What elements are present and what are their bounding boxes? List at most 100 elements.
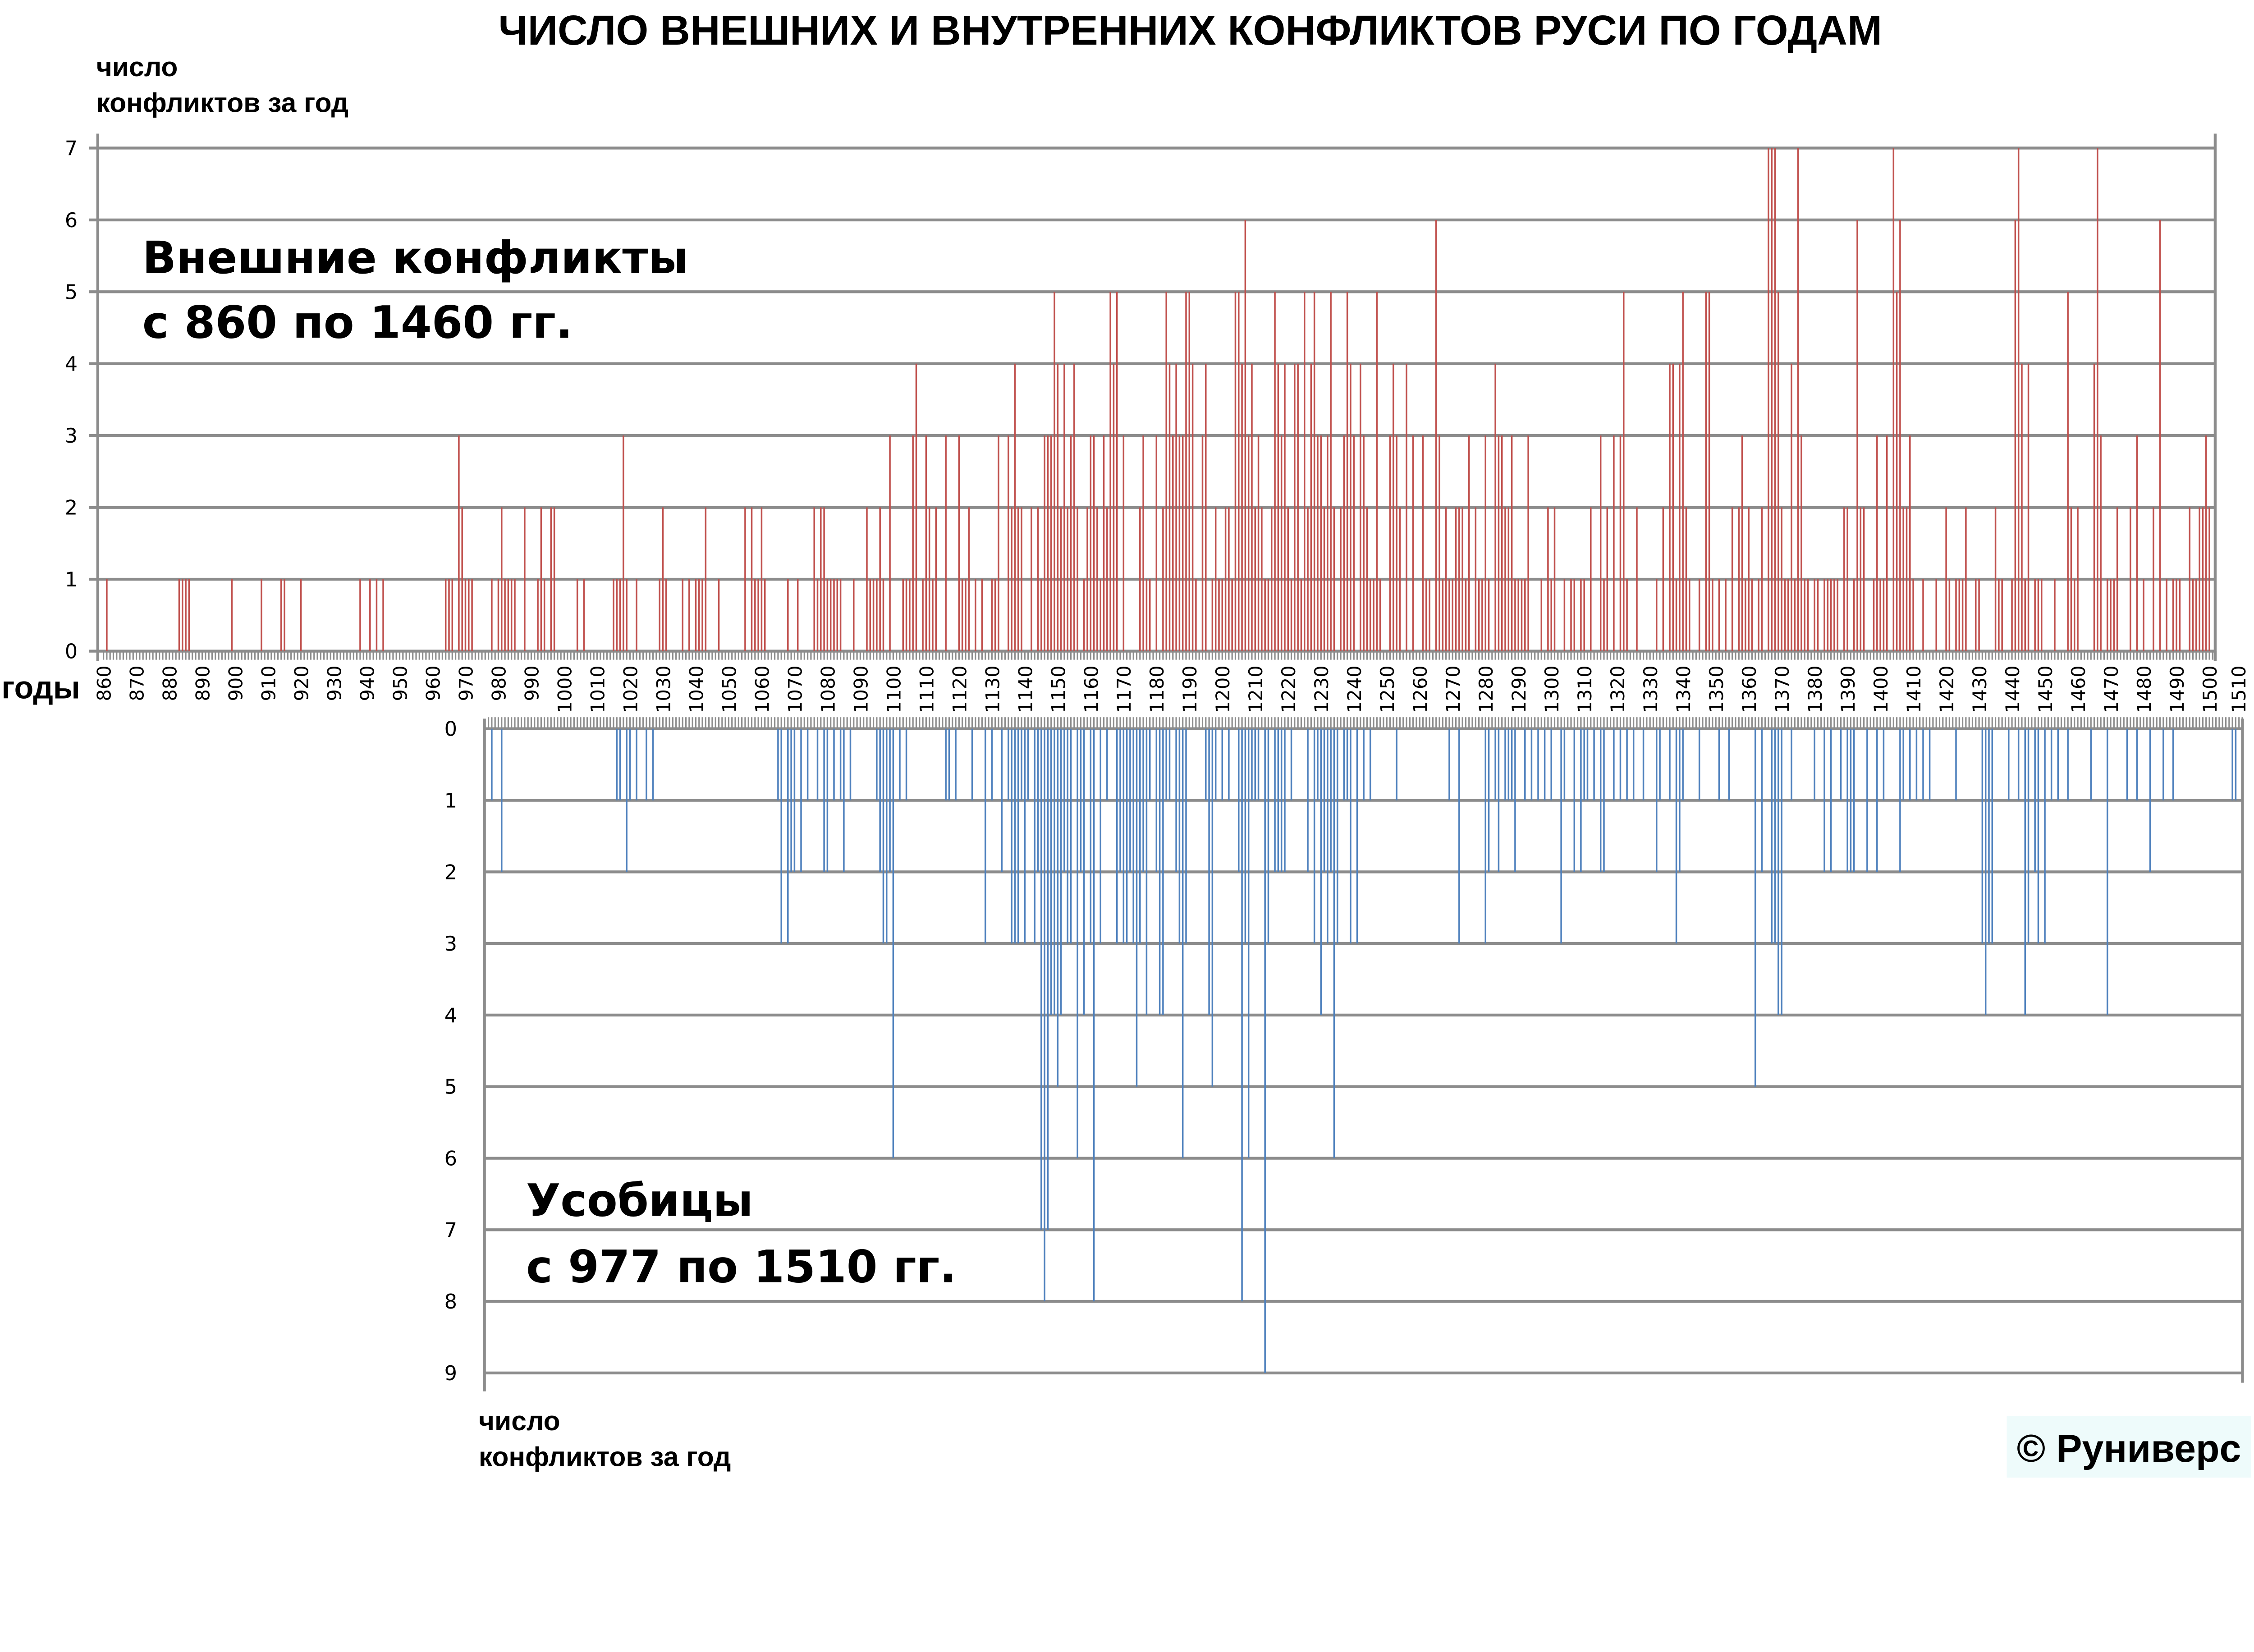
chart-title: ЧИСЛО ВНЕШНИХ И ВНУТРЕННИХ КОНФЛИКТОВ РУ… — [499, 7, 1882, 54]
external-conflicts-series — [106, 148, 2210, 651]
bottom-y-tick-label: 2 — [444, 860, 457, 884]
bottom-y-tick-label: 8 — [444, 1290, 457, 1313]
x-tick-label: 880 — [160, 665, 181, 701]
x-tick-label: 940 — [357, 665, 378, 701]
bottom-y-tick-label: 1 — [444, 789, 457, 812]
x-tick-label: 1020 — [620, 665, 641, 713]
x-tick-label: 1460 — [2068, 665, 2089, 713]
external-annotation-line1: Внешние конфликты — [142, 232, 688, 284]
x-tick-label: 1480 — [2134, 665, 2155, 713]
x-tick-label: 1450 — [2035, 665, 2057, 713]
x-tick-label: 1050 — [719, 665, 740, 713]
top-chart-grid: 0 1 2 3 4 5 6 7 — [65, 133, 2217, 663]
x-tick-label: 1100 — [883, 665, 905, 713]
x-tick-label: 900 — [225, 665, 247, 701]
bottom-y-tick-label: 5 — [444, 1075, 457, 1099]
top-y-tick-label: 6 — [65, 209, 78, 232]
x-tick-label: 1330 — [1640, 665, 1662, 713]
internal-conflicts-series — [491, 728, 2237, 1373]
x-tick-label: 1280 — [1475, 665, 1497, 713]
top-y-tick-label: 4 — [65, 352, 78, 376]
x-tick-label: 1490 — [2167, 665, 2188, 713]
bottom-y-axis-label-line1: число — [479, 1405, 560, 1436]
x-tick-label: 930 — [324, 665, 345, 701]
x-tick-label: 1000 — [554, 665, 576, 713]
x-tick-label: 1220 — [1278, 665, 1300, 713]
x-tick-label: 1080 — [817, 665, 839, 713]
bottom-y-tick-label: 3 — [444, 932, 457, 956]
x-tick-label: 1500 — [2199, 665, 2221, 713]
bottom-y-tick-label: 9 — [444, 1362, 457, 1385]
x-tick-label: 1210 — [1245, 665, 1267, 713]
x-tick-label: 1390 — [1837, 665, 1859, 713]
x-tick-label: 1510 — [2228, 665, 2250, 713]
x-tick-label: 1230 — [1311, 665, 1333, 713]
x-tick-label: 1160 — [1081, 665, 1102, 713]
bottom-y-tick-label: 4 — [444, 1004, 457, 1027]
x-tick-label: 1410 — [1903, 665, 1925, 713]
x-tick-label: 1040 — [686, 665, 707, 713]
x-tick-label: 1290 — [1508, 665, 1530, 713]
x-tick-label: 1360 — [1739, 665, 1760, 713]
x-tick-label: 1190 — [1179, 665, 1201, 713]
x-tick-label: 1130 — [982, 665, 1003, 713]
top-y-tick-label: 1 — [65, 568, 78, 591]
x-tick-label: 1170 — [1113, 665, 1135, 713]
x-tick-label: 1430 — [1969, 665, 1991, 713]
x-tick-label: 1010 — [587, 665, 609, 713]
x-tick-label: 1440 — [2002, 665, 2024, 713]
x-tick-label: 1370 — [1772, 665, 1793, 713]
x-tick-label: 1300 — [1541, 665, 1563, 713]
internal-annotation-line2: с 977 по 1510 гг. — [526, 1241, 957, 1293]
x-tick-label: 1310 — [1574, 665, 1596, 713]
x-tick-label: 980 — [488, 665, 510, 701]
top-y-axis-label-line1: число — [96, 51, 178, 82]
x-tick-label: 920 — [291, 665, 312, 701]
x-tick-label: 1240 — [1344, 665, 1365, 713]
top-y-axis-label-line2: конфликтов за год — [96, 87, 349, 118]
external-annotation-line2: с 860 по 1460 гг. — [142, 297, 573, 348]
internal-annotation-line1: Усобицы — [526, 1175, 753, 1227]
x-tick-label: 1400 — [1870, 665, 1892, 713]
x-tick-label: 1140 — [1015, 665, 1036, 713]
bottom-chart-grid: 0 1 2 3 4 5 6 7 8 9 — [444, 717, 2244, 1391]
x-tick-label: 1470 — [2101, 665, 2122, 713]
x-tick-label: 1200 — [1212, 665, 1234, 713]
x-tick-label: 860 — [94, 665, 115, 701]
x-tick-label: 1340 — [1673, 665, 1695, 713]
top-y-tick-label: 2 — [65, 496, 78, 520]
x-tick-label: 870 — [127, 665, 148, 701]
x-axis-label: годы — [1, 670, 80, 705]
bottom-y-tick-label: 7 — [444, 1218, 457, 1242]
x-tick-label: 1320 — [1607, 665, 1629, 713]
x-tick-label: 960 — [422, 665, 444, 701]
bottom-y-tick-label: 0 — [444, 718, 457, 741]
x-tick-label: 950 — [389, 665, 411, 701]
x-axis-tick-labels: 860 870 880 890 900 910 920 930 940 950 960 970 980 9… — [94, 665, 2250, 713]
x-tick-label: 970 — [455, 665, 477, 701]
top-y-tick-label: 3 — [65, 424, 78, 448]
top-y-tick-label: 0 — [65, 640, 78, 663]
x-tick-label: 1070 — [784, 665, 806, 713]
x-tick-label: 1090 — [850, 665, 872, 713]
x-tick-label: 1350 — [1706, 665, 1727, 713]
x-tick-label: 1180 — [1146, 665, 1168, 713]
x-tick-label: 1030 — [653, 665, 674, 713]
top-y-tick-label: 7 — [65, 137, 78, 160]
watermark: © Руниверс — [2017, 1427, 2241, 1470]
x-tick-label: 1380 — [1805, 665, 1826, 713]
x-tick-label: 1270 — [1443, 665, 1464, 713]
x-tick-label: 1250 — [1377, 665, 1398, 713]
x-tick-label: 910 — [258, 665, 279, 701]
x-tick-label: 1420 — [1936, 665, 1958, 713]
x-tick-label: 890 — [192, 665, 214, 701]
x-tick-label: 1260 — [1410, 665, 1431, 713]
watermark-background — [2007, 1415, 2251, 1478]
bottom-y-tick-label: 6 — [444, 1147, 457, 1170]
x-tick-label: 1110 — [916, 665, 938, 713]
x-tick-label: 1150 — [1048, 665, 1069, 713]
bottom-y-axis-label-line2: конфликтов за год — [479, 1441, 731, 1472]
conflicts-chart: 0 1 2 3 4 5 6 7 0 1 2 3 4 5 6 7 8 9 860 870 880 890 900 910 92… — [1, 6, 2251, 1478]
top-y-tick-label: 5 — [65, 280, 78, 304]
x-tick-label: 990 — [521, 665, 543, 701]
